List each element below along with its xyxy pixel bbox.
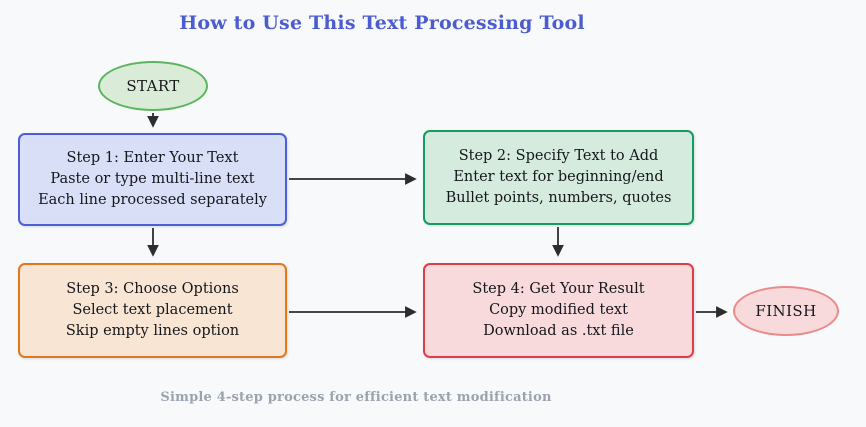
step1-box: Step 1: Enter Your Text Paste or type mu… — [18, 133, 287, 226]
step1-detail-2: Each line processed separately — [38, 192, 267, 208]
step4-heading: Step 4: Get Your Result — [472, 281, 645, 297]
diagram-caption: Simple 4-step process for efficient text… — [160, 390, 552, 405]
step3-detail-1: Select text placement — [72, 302, 233, 318]
step2-box: Step 2: Specify Text to Add Enter text f… — [423, 130, 694, 225]
step4-detail-2: Download as .txt file — [483, 323, 634, 339]
step2-detail-2: Bullet points, numbers, quotes — [445, 190, 672, 206]
step3-detail-2: Skip empty lines option — [65, 323, 240, 339]
finish-node: FINISH — [733, 286, 839, 336]
step1-detail-1: Paste or type multi-line text — [50, 171, 255, 187]
start-label: START — [126, 77, 180, 95]
step2-detail-1: Enter text for beginning/end — [453, 169, 664, 185]
start-node: START — [98, 61, 208, 111]
step2-heading: Step 2: Specify Text to Add — [458, 148, 659, 164]
step3-heading: Step 3: Choose Options — [66, 281, 239, 297]
step4-detail-1: Copy modified text — [489, 302, 628, 318]
step1-heading: Step 1: Enter Your Text — [66, 150, 239, 166]
step3-box: Step 3: Choose Options Select text place… — [18, 263, 287, 358]
page-title: How to Use This Text Processing Tool — [179, 12, 585, 34]
step4-box: Step 4: Get Your Result Copy modified te… — [423, 263, 694, 358]
finish-label: FINISH — [755, 302, 817, 320]
